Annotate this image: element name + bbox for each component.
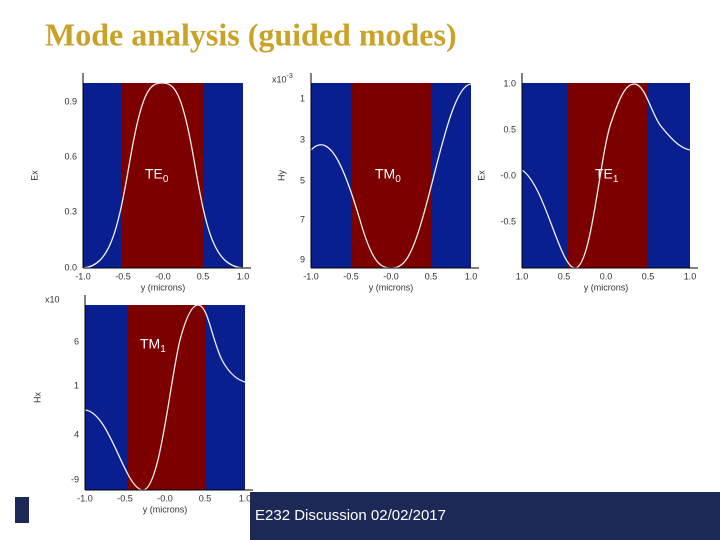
core-region xyxy=(127,305,206,490)
x-tick-label: 1.0 xyxy=(239,493,252,503)
y-tick-label: 1 xyxy=(74,380,79,390)
y-tick-label: 7 xyxy=(300,214,305,224)
x-tick-label: 1.0 xyxy=(684,271,697,281)
y-tick-label: 9 xyxy=(300,254,305,264)
x-tick-label: 1.0 xyxy=(516,271,529,281)
x-tick-label: 0.5 xyxy=(642,271,655,281)
x-tick-label: 1.0 xyxy=(237,271,250,281)
mode-curve xyxy=(521,83,691,269)
y-tick-label: 1.0 xyxy=(503,78,516,88)
y-tick-label: 0.6 xyxy=(64,151,77,161)
x-axis-label: y (microns) xyxy=(369,282,414,292)
y-tick-label: -0.5 xyxy=(500,216,516,226)
mode-label: TM1 xyxy=(140,336,166,355)
mode-label-subscript: 1 xyxy=(613,174,619,185)
x-tick-label: 1.0 xyxy=(465,271,478,281)
y-tick-label: 4 xyxy=(74,429,79,439)
y-tick-label: 1 xyxy=(300,93,305,103)
x-tick-label: -1.0 xyxy=(77,493,93,503)
y-tick-label: 6 xyxy=(74,336,79,346)
y-tick-label: 0.3 xyxy=(64,206,77,216)
x-tick-label: -0.0 xyxy=(157,493,173,503)
core-region xyxy=(122,83,203,268)
x-tick-label: 0.5 xyxy=(197,271,210,281)
x-axis-label: y (microns) xyxy=(584,282,629,292)
y-tick-label: 0.0 xyxy=(64,262,77,272)
footer-course: E232 Discussion 02/02/2017 xyxy=(255,507,446,524)
y-tick-label: 0.5 xyxy=(503,124,516,134)
x-tick-label: -0.5 xyxy=(115,271,131,281)
slide-title: Mode analysis (guided modes) xyxy=(45,16,457,52)
exponent-sup: -3 xyxy=(287,73,293,80)
x-tick-label: -1.0 xyxy=(303,271,319,281)
y-axis-label: Ex xyxy=(476,170,486,181)
mode-curve xyxy=(84,304,246,491)
mode-label: TM0 xyxy=(375,166,401,185)
y-axis-label: Hx xyxy=(32,392,42,403)
y-tick-label: 0.9 xyxy=(64,96,77,106)
exponent-label: x10 xyxy=(45,294,60,304)
mode-label-subscript: 0 xyxy=(395,174,401,185)
logo xyxy=(15,497,29,523)
x-tick-label: -0.0 xyxy=(155,271,171,281)
logo-box xyxy=(0,492,250,540)
y-tick-label: 5 xyxy=(300,175,305,185)
y-axis-label: Hy xyxy=(276,170,286,181)
x-tick-label: -1.0 xyxy=(75,271,91,281)
y-tick-label: 3 xyxy=(300,134,305,144)
x-axis-label: y (microns) xyxy=(141,282,186,292)
y-tick-label: -9 xyxy=(71,474,79,484)
mode-label-subscript: 1 xyxy=(160,344,166,355)
y-tick-label: -0.0 xyxy=(500,170,516,180)
core-region xyxy=(351,83,431,268)
x-tick-label: 0.5 xyxy=(425,271,438,281)
x-tick-label: -0.5 xyxy=(343,271,359,281)
x-tick-label: -0.0 xyxy=(383,271,399,281)
x-tick-label: 0.0 xyxy=(600,271,613,281)
y-axis-label: Ex xyxy=(29,170,39,181)
x-tick-label: 0.5 xyxy=(558,271,571,281)
exponent-label: x10-3 xyxy=(272,73,293,85)
x-axis-label: y (microns) xyxy=(143,504,188,514)
x-tick-label: -0.5 xyxy=(117,493,133,503)
page-number: 26 xyxy=(678,477,690,488)
mode-curve xyxy=(82,82,244,269)
mode-label-subscript: 0 xyxy=(163,174,169,185)
core-region xyxy=(568,83,648,268)
x-tick-label: 0.5 xyxy=(199,493,212,503)
